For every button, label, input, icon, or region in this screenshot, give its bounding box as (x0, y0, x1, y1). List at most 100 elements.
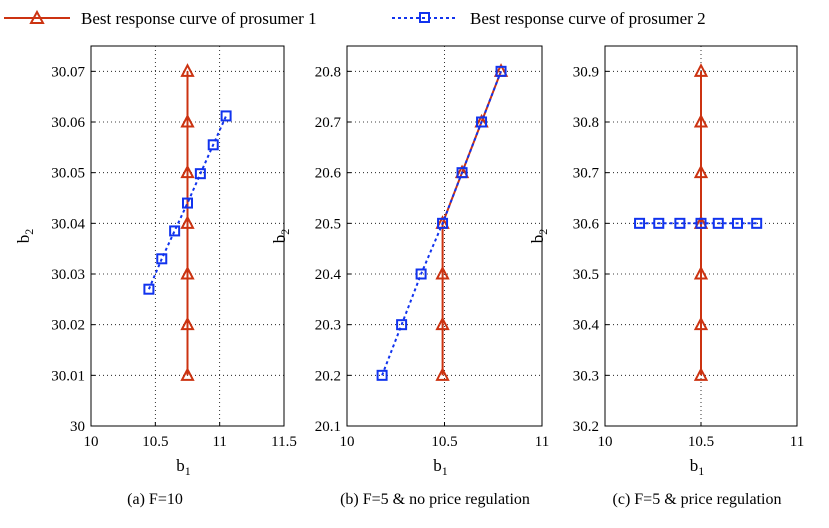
panel-caption: (b) F=5 & no price regulation (340, 491, 530, 508)
legend-marker-triangle-icon (29, 9, 45, 24)
series-prosumer-2 (143, 110, 232, 295)
x-tick-label: 10 (598, 434, 613, 450)
series-prosumer-1 (180, 63, 195, 381)
series-line-prosumer-2 (147, 115, 228, 290)
x-axis-label-subscript: 1 (185, 464, 191, 478)
y-axis-label-subscript: 2 (22, 229, 36, 235)
data-point-square (376, 369, 388, 381)
data-point-square (712, 217, 724, 229)
data-point-square (476, 116, 488, 128)
data-point-triangle (435, 265, 450, 280)
data-point-square (182, 197, 193, 209)
y-axis-label-subscript: 2 (536, 229, 550, 235)
legend-entry-prosumer-2: Best response curve of prosumer 2 (392, 9, 706, 28)
y-tick-label: 30.4 (573, 318, 600, 334)
y-tick-label: 30.01 (51, 368, 85, 384)
y-tick-label: 30.04 (51, 216, 85, 232)
data-point-square (634, 217, 646, 229)
y-tick-label: 20.4 (315, 267, 342, 283)
y-tick-label: 20.1 (315, 419, 341, 435)
y-axis-label: b2 (14, 229, 36, 244)
panel-caption: (a) F=10 (127, 491, 183, 508)
y-tick-label: 30.02 (51, 318, 85, 334)
data-point-triangle (693, 265, 709, 280)
data-point-triangle (180, 215, 195, 229)
y-tick-label: 20.8 (315, 64, 341, 80)
x-tick-label: 11 (212, 434, 226, 450)
data-point-triangle (693, 63, 709, 77)
data-point-square (156, 253, 168, 265)
x-tick-label: 10.5 (431, 434, 457, 450)
data-point-square (396, 319, 408, 331)
x-tick-label: 10 (84, 434, 99, 450)
x-axis-label-subscript: 1 (442, 464, 448, 478)
y-tick-label: 30.8 (573, 115, 599, 131)
y-tick-label: 30.03 (51, 267, 85, 283)
y-tick-label: 30.5 (573, 267, 599, 283)
y-tick-label: 30.2 (573, 419, 599, 435)
legend-entry-prosumer-1: Best response curve of prosumer 1 (4, 9, 317, 28)
data-point-square (207, 139, 219, 151)
legend-label-prosumer-1: Best response curve of prosumer 1 (81, 9, 317, 28)
x-tick-label: 11.5 (271, 434, 297, 450)
legend: Best response curve of prosumer 1 Best r… (4, 9, 706, 28)
data-point-triangle (693, 113, 709, 128)
data-point-triangle (180, 367, 195, 381)
data-point-triangle (693, 367, 709, 381)
y-tick-label: 30.6 (573, 216, 600, 232)
data-point-triangle (693, 164, 709, 179)
data-point-triangle (180, 316, 195, 331)
y-tick-label: 30.9 (573, 64, 599, 80)
series-prosumer-2 (634, 217, 763, 229)
data-point-square (169, 225, 181, 237)
data-point-square (194, 168, 206, 180)
data-point-square (695, 217, 707, 229)
y-tick-label: 30 (70, 419, 85, 435)
y-tick-label: 20.5 (315, 216, 341, 232)
x-tick-label: 11 (790, 434, 804, 450)
y-tick-label: 30.07 (51, 64, 85, 80)
data-point-square (143, 283, 155, 295)
data-point-triangle (180, 63, 195, 77)
x-axis-label: b1 (690, 456, 705, 478)
data-point-triangle (180, 265, 195, 280)
data-point-square (674, 217, 686, 229)
x-axis-label: b1 (176, 456, 191, 478)
x-tick-label: 10.5 (688, 434, 714, 450)
data-point-square (415, 268, 427, 280)
y-axis-label-subscript: 2 (278, 229, 292, 235)
data-point-triangle (180, 113, 195, 128)
data-point-triangle (180, 164, 195, 179)
data-point-square (653, 217, 665, 229)
y-tick-label: 30.06 (51, 115, 85, 131)
panel-caption: (c) F=5 & price regulation (613, 491, 782, 508)
chart-panel-2: 10 10.5 11 20.1 20.2 20.3 20.4 20.5 20.6 20.7 20.8… (270, 45, 549, 508)
x-axis-label: b1 (433, 456, 448, 478)
data-point-triangle (435, 367, 450, 381)
legend-label-prosumer-2: Best response curve of prosumer 2 (470, 9, 706, 28)
y-tick-label: 30.3 (573, 368, 599, 384)
data-point-triangle (435, 316, 450, 331)
x-axis-label-subscript: 1 (698, 464, 704, 478)
x-tick-label: 10 (340, 434, 355, 450)
y-tick-label: 20.2 (315, 368, 341, 384)
chart-panel-1: 10 10.5 11 11.5 30 30.01 30.02 30.03 30.04 30.05 3… (14, 45, 297, 508)
y-tick-label: 30.05 (51, 166, 85, 182)
x-tick-label: 10.5 (142, 434, 168, 450)
y-tick-label: 20.7 (315, 115, 342, 131)
data-point-square (456, 167, 468, 179)
data-point-square (220, 110, 232, 122)
data-point-square (731, 217, 743, 229)
y-tick-label: 30.7 (573, 166, 600, 182)
chart-panel-3: 10 10.5 11 30.2 30.3 30.4 30.5 30.6 30.7 30.8 30.9… (528, 45, 804, 508)
chart-panels: 10 10.5 11 11.53030.0130.0230.0330.0430.053… (14, 45, 804, 508)
data-point-triangle (693, 316, 709, 331)
y-tick-label: 20.6 (315, 166, 342, 182)
series-prosumer-2 (376, 65, 507, 381)
legend-marker-square-icon (419, 12, 430, 23)
data-point-square (495, 65, 507, 77)
data-point-square (437, 217, 449, 229)
y-tick-label: 20.3 (315, 318, 341, 334)
x-tick-label: 11 (535, 434, 549, 450)
